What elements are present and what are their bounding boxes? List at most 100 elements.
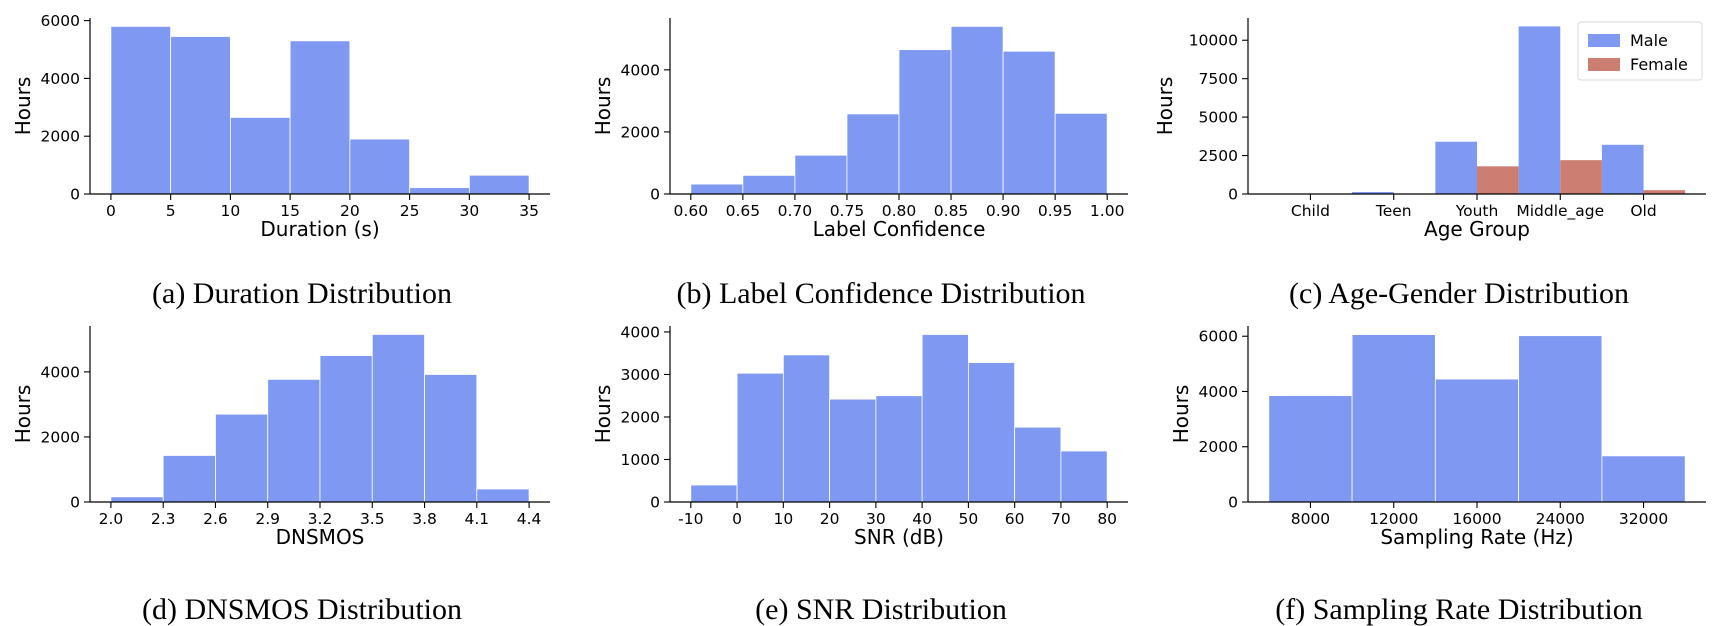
x-tick-label: Youth <box>1455 202 1499 220</box>
histogram-bar <box>229 117 291 195</box>
x-axis-label: Duration (s) <box>260 217 379 241</box>
histogram-bar <box>898 49 952 195</box>
histogram-bar <box>690 183 744 195</box>
legend-label: Female <box>1630 55 1688 74</box>
x-tick-label: 0.65 <box>726 202 761 220</box>
histogram-bar <box>424 374 478 503</box>
histogram-bar <box>349 138 411 195</box>
y-tick-label: 0 <box>650 186 660 204</box>
y-tick-label: 0 <box>70 186 80 204</box>
histogram-bar <box>1351 334 1436 503</box>
y-tick-label: 2500 <box>1199 147 1238 165</box>
x-tick-label: 30 <box>866 510 886 528</box>
x-axis-label: DNSMOS <box>276 525 365 549</box>
x-tick-label: 4.1 <box>464 510 489 528</box>
panel-caption: (d) DNSMOS Distribution <box>142 593 462 626</box>
x-tick-label: Middle_age <box>1516 202 1604 221</box>
x-tick-label: 25 <box>400 202 420 220</box>
histogram-bar <box>846 113 900 195</box>
histogram-bar <box>782 354 831 503</box>
y-tick-label: 2000 <box>41 128 80 146</box>
y-tick-label: 3000 <box>621 366 660 384</box>
histogram-bar <box>967 362 1016 503</box>
chart-panel: 0 1000 2000 3000 4000 -10 0 10 20 30 40 50 60 70 80 SNR… <box>591 323 1128 626</box>
y-tick-label: 7500 <box>1199 70 1238 88</box>
x-tick-label: 2.0 <box>99 510 124 528</box>
x-tick-label: 2.3 <box>151 510 176 528</box>
histogram-bar <box>110 496 164 503</box>
x-tick-label: 2.9 <box>255 510 280 528</box>
y-tick-label: 0 <box>70 494 80 512</box>
bar-male <box>1601 144 1644 194</box>
x-tick-label: 0 <box>732 510 742 528</box>
x-tick-label: 0.95 <box>1038 202 1073 220</box>
x-tick-label: 0 <box>106 202 116 220</box>
chart-panel: 0 2000 4000 2.0 2.3 2.6 2.9 3.2 3.5 3.8 4.1 4.4 DNSM… <box>11 326 550 626</box>
x-tick-label: 10 <box>773 510 793 528</box>
x-tick-label: 20 <box>820 510 840 528</box>
y-tick-label: 1000 <box>621 451 660 469</box>
y-tick-label: 4000 <box>41 70 80 88</box>
histogram-bar <box>110 25 172 195</box>
x-axis-label: SNR (dB) <box>854 525 944 549</box>
y-axis-label: Hours <box>11 385 35 444</box>
histogram-bar <box>1268 395 1353 503</box>
chart-panel: 0 2000 4000 6000 0 5 10 15 20 25 30 35 Duration (s) H… <box>11 12 550 310</box>
chart-panel: 0 2000 4000 6000 8000 12000 16000 24000 32000 Sam… <box>1169 326 1706 626</box>
x-tick-label: 0.85 <box>934 202 969 220</box>
x-tick-label: 8000 <box>1291 510 1330 528</box>
legend-swatch <box>1588 34 1620 47</box>
histogram-bar <box>468 174 530 195</box>
histogram-bar <box>1014 426 1062 503</box>
y-tick-label: 10000 <box>1189 32 1238 50</box>
y-axis-label: Hours <box>591 385 615 444</box>
bar-male <box>1435 141 1477 194</box>
histogram-bar <box>1434 378 1520 503</box>
x-tick-label: 80 <box>1097 510 1117 528</box>
histogram-bar <box>794 154 848 195</box>
histogram-bar <box>409 187 470 195</box>
x-tick-label: 3.8 <box>412 510 437 528</box>
histogram-bar <box>1002 50 1056 195</box>
x-tick-label: 5 <box>166 202 176 220</box>
histogram-bar <box>875 395 923 503</box>
histogram-bar <box>829 398 877 503</box>
histogram-bar <box>1518 335 1603 503</box>
y-tick-label: 2000 <box>41 428 80 446</box>
x-tick-label: 3.5 <box>360 510 385 528</box>
x-tick-label: 16000 <box>1452 510 1501 528</box>
y-tick-label: 6000 <box>1199 328 1238 346</box>
histogram-bar <box>950 25 1004 195</box>
bar-female <box>1477 166 1519 194</box>
y-axis-label: Hours <box>11 77 35 136</box>
y-tick-label: 4000 <box>1199 383 1238 401</box>
x-axis-label: Age Group <box>1424 217 1530 241</box>
histogram-bar <box>162 455 216 503</box>
x-tick-label: 0.80 <box>882 202 917 220</box>
legend-swatch <box>1588 58 1620 71</box>
x-tick-label: 30 <box>459 202 479 220</box>
panel-caption: (e) SNR Distribution <box>755 593 1007 626</box>
histogram-bar <box>1054 112 1108 195</box>
panel-caption: (a) Duration Distribution <box>152 277 452 310</box>
bar-male <box>1352 192 1394 194</box>
histogram-bar <box>289 40 351 195</box>
histogram-bar <box>690 484 738 503</box>
y-tick-label: 4000 <box>621 61 660 79</box>
histogram-bar <box>476 488 530 503</box>
panel-caption: (c) Age-Gender Distribution <box>1289 277 1629 310</box>
y-axis-label: Hours <box>1153 77 1177 136</box>
histogram-bar <box>742 174 796 195</box>
x-tick-label: 40 <box>912 510 932 528</box>
x-tick-label: Teen <box>1375 202 1412 220</box>
y-tick-label: 0 <box>1228 186 1238 204</box>
panel-caption: (f) Sampling Rate Distribution <box>1275 593 1642 626</box>
x-tick-label: Child <box>1291 202 1330 220</box>
x-tick-label: 0.90 <box>986 202 1021 220</box>
panel-caption: (b) Label Confidence Distribution <box>676 277 1085 310</box>
y-tick-label: 2000 <box>621 123 660 141</box>
x-tick-label: 1.00 <box>1090 202 1125 220</box>
x-tick-label: 24000 <box>1536 510 1585 528</box>
histogram-bar <box>170 36 231 195</box>
